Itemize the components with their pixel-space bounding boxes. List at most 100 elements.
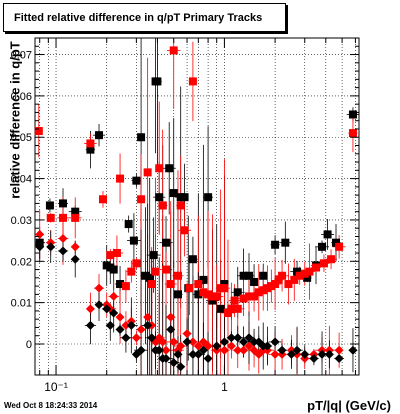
data-point-square: [239, 271, 248, 280]
data-point-diamond: [169, 358, 179, 368]
data-point-square: [127, 267, 136, 276]
data-point-diamond: [286, 349, 296, 359]
data-point-square: [109, 265, 118, 274]
y-tick-label: 0.07: [11, 50, 32, 62]
data-point-square: [254, 288, 263, 297]
data-point-diamond: [136, 345, 146, 355]
data-point-diamond: [105, 320, 115, 330]
data-point-diamond: [58, 234, 68, 244]
data-point-square: [34, 127, 43, 136]
data-point-diamond: [166, 325, 176, 335]
data-point-diamond: [212, 341, 222, 351]
data-point-diamond: [176, 362, 186, 372]
data-point-square: [212, 292, 221, 301]
data-point-diamond: [219, 345, 229, 355]
data-point-diamond: [317, 349, 327, 359]
y-tick-label: 0.04: [11, 174, 32, 186]
data-point-square: [323, 230, 332, 239]
data-point-square: [239, 294, 248, 303]
data-point-square: [162, 265, 171, 274]
data-point-diamond: [115, 312, 125, 322]
data-point-square: [71, 207, 80, 216]
data-point-square: [59, 213, 68, 222]
data-point-square: [245, 292, 254, 301]
data-point-square: [59, 199, 68, 208]
data-point-diamond: [334, 353, 344, 363]
data-point-square: [188, 77, 197, 86]
data-point-diamond: [182, 337, 192, 347]
data-point-diamond: [126, 320, 136, 330]
data-point-square: [132, 176, 141, 185]
data-point-square: [173, 290, 182, 299]
data-point-diamond: [203, 353, 213, 363]
data-point-square: [250, 277, 259, 286]
y-tick-label: 0.03: [11, 215, 32, 227]
data-point-diamond: [176, 341, 186, 351]
data-point-diamond: [85, 320, 95, 330]
data-point-square: [86, 139, 95, 148]
data-point-square: [250, 292, 259, 301]
y-tick-label: 0.01: [11, 298, 32, 310]
data-point-diamond: [58, 246, 68, 256]
data-point-square: [303, 273, 312, 282]
data-point-square: [312, 263, 321, 272]
data-point-square: [173, 271, 182, 280]
data-point-square: [227, 304, 236, 313]
data-point-square: [271, 280, 280, 289]
data-point-square: [137, 133, 146, 142]
data-point-diamond: [46, 242, 56, 252]
data-point-square: [208, 292, 217, 301]
data-point-square: [233, 288, 242, 297]
data-point-square: [176, 201, 185, 210]
data-point-square: [145, 273, 154, 282]
data-point-diamond: [143, 312, 153, 322]
data-point-square: [180, 193, 189, 202]
data-point-square: [124, 220, 133, 229]
data-point-square: [259, 271, 268, 280]
data-point-diamond: [300, 349, 310, 359]
data-point-diamond: [239, 345, 249, 355]
data-point-square: [335, 242, 344, 251]
data-point-diamond: [244, 341, 254, 351]
data-point-square: [305, 267, 314, 276]
data-point-diamond: [309, 353, 319, 363]
data-point-square: [199, 275, 208, 284]
plot-frame: [34, 37, 360, 376]
data-point-square: [327, 255, 336, 264]
data-point-diamond: [147, 333, 157, 343]
data-point-square: [71, 213, 80, 222]
data-point-square: [137, 195, 146, 204]
data-point-square: [295, 271, 304, 280]
data-point-diamond: [161, 353, 171, 363]
data-point-square: [129, 236, 138, 245]
data-point-square: [204, 290, 213, 299]
data-point-diamond: [70, 242, 80, 252]
data-point-diamond: [158, 337, 168, 347]
data-point-square: [293, 267, 302, 276]
data-point-diamond: [94, 283, 104, 293]
data-point-square: [220, 284, 229, 293]
x-axis-label: pT/|q| (GeV/c): [307, 398, 391, 413]
data-point-square: [319, 259, 328, 268]
data-point-diamond: [188, 349, 198, 359]
y-tick-label: 0.06: [11, 91, 32, 103]
data-point-diamond: [226, 333, 236, 343]
data-point-diamond: [239, 337, 249, 347]
data-point-diamond: [70, 254, 80, 264]
data-point-square: [223, 308, 232, 317]
x-tick-label: 1: [221, 380, 228, 394]
data-markers: [34, 46, 358, 372]
data-point-diamond: [182, 329, 192, 339]
data-point-square: [106, 251, 115, 260]
data-point-square: [95, 131, 104, 140]
data-point-diamond: [324, 349, 334, 359]
y-axis-label: relative difference in q/pT: [7, 41, 23, 199]
data-point-diamond: [193, 341, 203, 351]
data-point-square: [158, 201, 167, 210]
data-point-diamond: [169, 337, 179, 347]
data-point-square: [348, 110, 357, 119]
data-point-diamond: [121, 320, 131, 330]
data-point-square: [86, 145, 95, 154]
data-point-square: [151, 267, 160, 276]
